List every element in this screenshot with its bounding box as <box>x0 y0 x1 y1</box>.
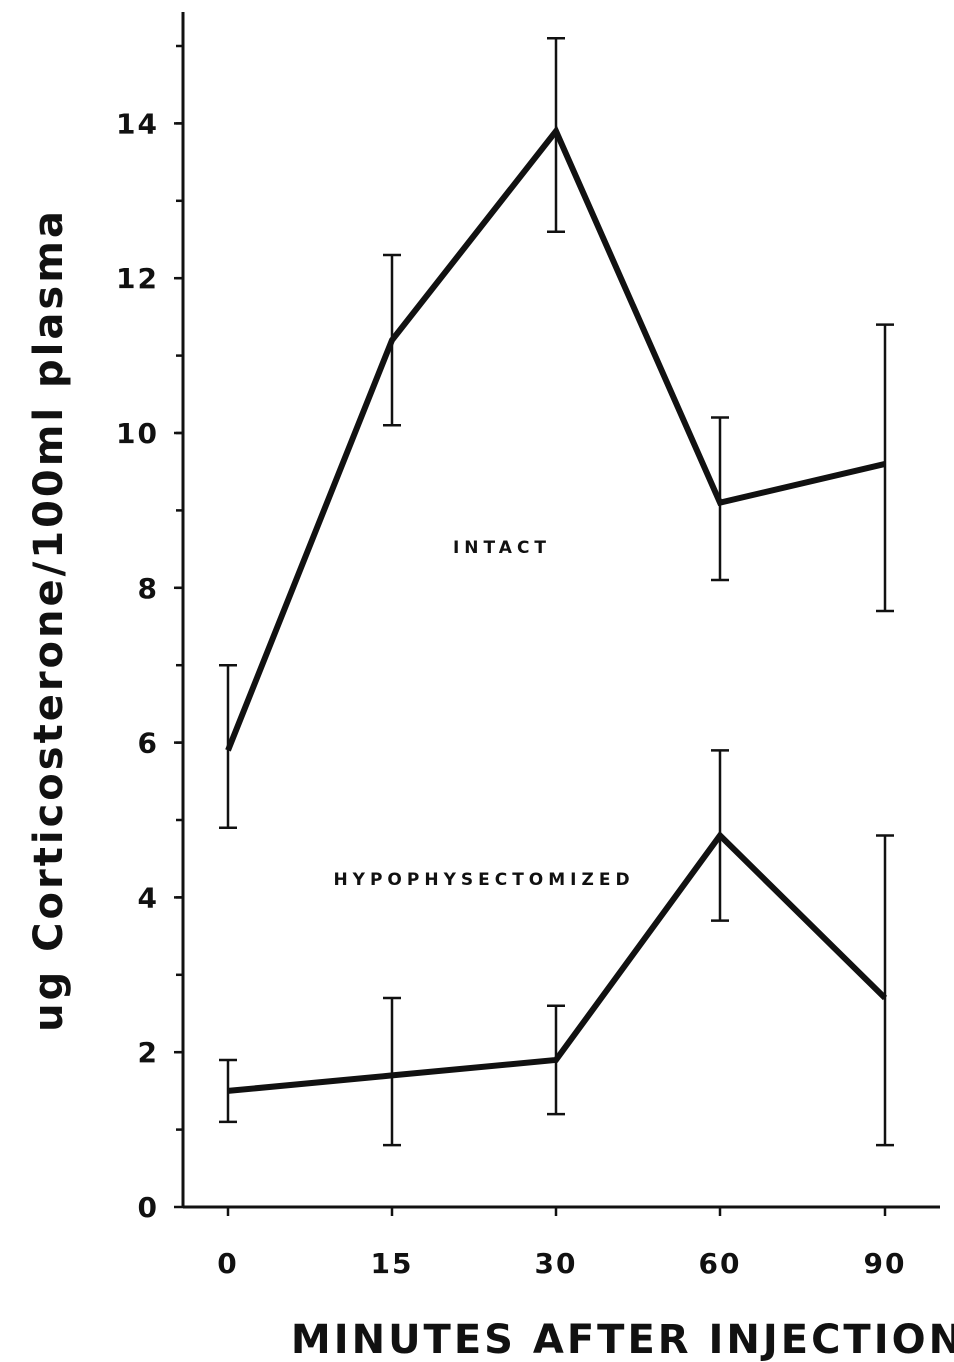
y-tick-label: 8 <box>138 572 159 605</box>
x-ticks: 0 15 30 60 90 <box>217 1207 906 1280</box>
series-intact: INTACT <box>219 38 894 827</box>
x-axis-label: MINUTES AFTER INJECTION <box>291 1317 954 1362</box>
x-tick-label: 90 <box>864 1247 907 1280</box>
x-tick-label: 60 <box>699 1247 742 1280</box>
y-tick-label: 14 <box>116 107 159 140</box>
y-axis-label: ug Corticosterone/100ml plasma <box>26 208 72 1032</box>
x-tick-label: 0 <box>217 1247 238 1280</box>
y-tick-label: 10 <box>116 417 159 450</box>
y-tick-label: 6 <box>138 727 159 760</box>
y-tick-label: 2 <box>138 1036 159 1069</box>
y-tick-label: 0 <box>138 1191 159 1224</box>
x-tick-label: 30 <box>535 1247 578 1280</box>
x-tick-label: 15 <box>371 1247 414 1280</box>
y-ticks: 0 2 4 6 8 10 12 14 <box>116 46 183 1224</box>
series-label: HYPOPHYSECTOMIZED <box>333 870 634 890</box>
series-layer: INTACT HYPOPHYSECTOMIZED <box>219 38 894 1145</box>
series-label: INTACT <box>453 538 551 558</box>
y-tick-label: 12 <box>116 262 159 295</box>
y-tick-label: 4 <box>138 881 159 914</box>
axes <box>183 12 940 1207</box>
series-hypophysectomized: HYPOPHYSECTOMIZED <box>219 750 894 1145</box>
